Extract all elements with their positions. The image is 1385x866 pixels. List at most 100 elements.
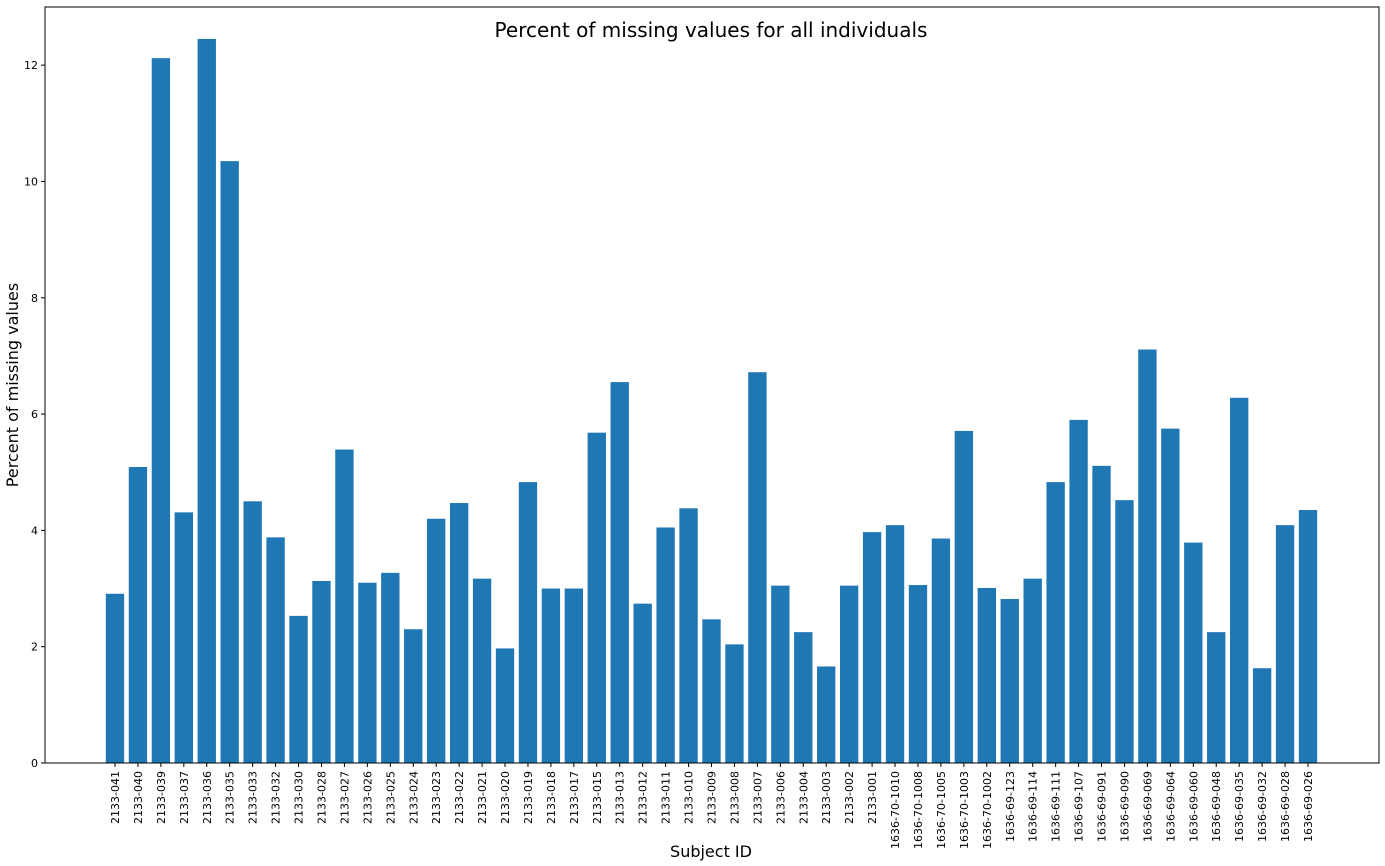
x-tick-label: 1636-69-111 xyxy=(1050,771,1063,842)
bar xyxy=(197,38,216,764)
x-tick-label: 2133-033 xyxy=(247,771,260,824)
x-tick-label: 2133-036 xyxy=(201,771,214,824)
bar xyxy=(1138,349,1157,763)
bar xyxy=(656,527,675,763)
x-tick-label: 2133-039 xyxy=(155,771,168,824)
x-tick-label: 1636-70-1008 xyxy=(912,771,925,849)
bar xyxy=(610,382,629,763)
bar xyxy=(748,372,767,763)
bar xyxy=(312,580,331,763)
chart-title: Percent of missing values for all indivi… xyxy=(495,18,928,42)
x-tick-label: 1636-69-048 xyxy=(1210,771,1223,842)
x-tick-label: 2133-020 xyxy=(499,771,512,824)
x-tick-label: 1636-69-069 xyxy=(1141,771,1154,842)
bar xyxy=(954,430,974,763)
x-tick-label: 2133-017 xyxy=(568,771,581,824)
x-tick-label: 1636-70-1003 xyxy=(958,771,971,849)
x-tick-label: 1636-69-114 xyxy=(1027,771,1040,842)
bars-group xyxy=(105,38,1318,764)
x-tick-label: 1636-69-026 xyxy=(1302,771,1315,842)
y-axis-label: Percent of missing values xyxy=(3,283,22,487)
bar xyxy=(289,615,308,763)
x-tick-label: 2133-028 xyxy=(315,771,328,824)
bar xyxy=(839,585,859,763)
x-tick-label: 2133-004 xyxy=(797,771,810,824)
bar xyxy=(817,666,836,763)
x-tick-label: 2133-011 xyxy=(660,771,673,824)
bar xyxy=(518,482,538,763)
x-tick-label: 1636-70-1010 xyxy=(889,771,902,849)
x-tick-label: 2133-022 xyxy=(453,771,466,824)
bar xyxy=(358,582,377,763)
x-tick-label: 1636-69-032 xyxy=(1256,771,1269,842)
bar xyxy=(564,588,584,763)
x-tick-label: 2133-027 xyxy=(338,771,351,824)
bar xyxy=(266,537,285,763)
x-tick-label: 1636-69-091 xyxy=(1096,771,1109,842)
x-tick-label: 2133-019 xyxy=(522,771,535,824)
bar xyxy=(404,629,423,763)
bar xyxy=(151,58,171,764)
bar xyxy=(679,508,698,763)
bar xyxy=(1069,419,1088,763)
bar xyxy=(174,512,193,763)
bar xyxy=(1023,578,1042,763)
bar xyxy=(1000,599,1019,763)
x-tick-label: 2133-037 xyxy=(178,771,191,824)
y-tick-label: 6 xyxy=(31,408,38,421)
plot-frame xyxy=(44,6,1380,764)
bar xyxy=(243,501,262,763)
x-tick-label: 2133-001 xyxy=(866,771,879,824)
x-tick-label: 2133-015 xyxy=(591,771,604,824)
bar xyxy=(1252,668,1272,763)
x-tick-label: 2133-009 xyxy=(706,771,719,824)
bar xyxy=(1092,465,1111,763)
y-tick-label: 8 xyxy=(31,292,38,305)
bar xyxy=(908,585,928,763)
bar xyxy=(1207,632,1226,763)
x-tick-label: 2133-040 xyxy=(132,771,145,824)
bar xyxy=(702,619,721,763)
x-tick-label: 1636-69-064 xyxy=(1164,771,1177,842)
x-tick-label: 2133-041 xyxy=(109,771,122,824)
x-tick-label: 1636-69-123 xyxy=(1004,771,1017,842)
y-tick-label: 4 xyxy=(31,524,38,537)
x-tick-label: 1636-70-1005 xyxy=(935,771,948,849)
x-tick-label: 2133-010 xyxy=(683,771,696,824)
bar xyxy=(495,648,515,763)
x-tick-label: 1636-69-028 xyxy=(1279,771,1292,842)
bar xyxy=(587,432,606,763)
x-tick-label: 2133-035 xyxy=(224,771,237,824)
x-tick-label: 2133-007 xyxy=(751,771,764,824)
bar xyxy=(771,585,790,763)
x-tick-label: 2133-003 xyxy=(820,771,833,824)
bar xyxy=(1230,397,1249,763)
x-axis-label: Subject ID xyxy=(670,842,752,861)
bar xyxy=(862,532,882,763)
x-tick-label: 2133-006 xyxy=(774,771,787,824)
bar xyxy=(541,588,561,763)
y-tick-label: 0 xyxy=(31,757,38,770)
bar xyxy=(472,578,492,763)
x-tick-label: 1636-69-060 xyxy=(1187,771,1200,842)
x-tick-label: 1636-69-107 xyxy=(1073,771,1086,842)
x-tick-label: 2133-024 xyxy=(407,771,420,824)
x-tick-label: 1636-69-090 xyxy=(1118,771,1131,842)
bar xyxy=(1184,542,1203,763)
x-tick-label: 2133-023 xyxy=(430,771,443,824)
y-tick-label: 12 xyxy=(24,59,38,72)
bar xyxy=(977,587,996,763)
x-tick-label: 2133-032 xyxy=(270,771,283,824)
x-tick-label: 2133-008 xyxy=(728,771,741,824)
bar xyxy=(725,644,744,763)
bar xyxy=(427,518,446,763)
y-axis-ticks: 0 2 4 6 8 10 12 xyxy=(24,59,45,770)
x-tick-label: 2133-002 xyxy=(843,771,856,824)
bar xyxy=(1046,482,1065,763)
y-tick-label: 2 xyxy=(31,641,38,654)
x-tick-label: 2133-018 xyxy=(545,771,558,824)
x-tick-label: 2133-025 xyxy=(384,771,397,824)
bar xyxy=(335,449,354,763)
bar xyxy=(1298,510,1318,763)
